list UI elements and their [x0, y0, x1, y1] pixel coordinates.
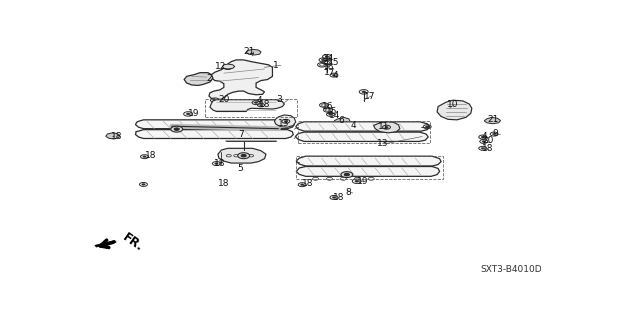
Polygon shape: [335, 117, 350, 125]
Polygon shape: [136, 120, 294, 129]
Text: 3: 3: [276, 95, 282, 104]
Polygon shape: [296, 122, 429, 131]
Circle shape: [329, 114, 332, 115]
Text: 13: 13: [278, 119, 290, 128]
Text: 15: 15: [326, 107, 337, 116]
Text: 16: 16: [323, 63, 335, 72]
Bar: [205, 99, 297, 117]
Text: 14: 14: [329, 111, 340, 120]
Polygon shape: [484, 117, 500, 124]
Text: 8: 8: [346, 188, 351, 197]
Text: 11: 11: [378, 122, 389, 131]
Text: 18: 18: [259, 100, 270, 109]
Polygon shape: [437, 100, 472, 120]
Text: 13: 13: [376, 139, 388, 148]
Polygon shape: [184, 73, 213, 85]
Text: 4: 4: [256, 96, 262, 105]
Text: FR.: FR.: [120, 231, 145, 254]
Text: 4: 4: [333, 70, 339, 80]
Circle shape: [481, 136, 484, 138]
Text: 9: 9: [493, 129, 499, 138]
Polygon shape: [95, 241, 116, 247]
Text: 18: 18: [218, 179, 229, 188]
Text: 16: 16: [322, 102, 333, 111]
Polygon shape: [275, 115, 296, 127]
Circle shape: [215, 163, 218, 164]
Text: 15: 15: [328, 58, 339, 67]
Text: 5: 5: [237, 164, 243, 173]
Text: 7: 7: [237, 130, 243, 138]
Text: 4: 4: [350, 121, 356, 130]
Polygon shape: [222, 64, 235, 69]
Bar: [296, 156, 443, 179]
Text: 19: 19: [188, 109, 200, 118]
Polygon shape: [296, 156, 441, 166]
Text: 18: 18: [111, 131, 122, 141]
Text: 6: 6: [338, 116, 344, 125]
Polygon shape: [106, 133, 120, 139]
Circle shape: [426, 126, 429, 128]
Circle shape: [355, 180, 358, 182]
Text: 12: 12: [215, 62, 227, 71]
Circle shape: [332, 197, 335, 198]
Text: 10: 10: [447, 100, 458, 109]
Text: 20: 20: [218, 95, 229, 104]
Text: 21: 21: [244, 47, 255, 56]
Polygon shape: [136, 130, 293, 138]
Circle shape: [226, 66, 230, 68]
Circle shape: [350, 125, 353, 126]
Polygon shape: [295, 132, 428, 141]
Polygon shape: [246, 49, 261, 55]
Bar: [298, 121, 429, 144]
Circle shape: [482, 141, 485, 142]
Polygon shape: [296, 167, 440, 176]
Circle shape: [362, 91, 365, 93]
Polygon shape: [374, 122, 400, 133]
Circle shape: [332, 74, 335, 76]
Circle shape: [344, 174, 349, 176]
Text: 18: 18: [333, 193, 344, 202]
Text: 19: 19: [356, 177, 368, 186]
Text: 14: 14: [323, 54, 335, 63]
Text: 18: 18: [145, 151, 156, 160]
Circle shape: [237, 153, 250, 159]
Text: 2: 2: [207, 74, 212, 83]
Text: 4: 4: [482, 131, 488, 141]
Circle shape: [174, 128, 179, 130]
Text: 20: 20: [483, 137, 494, 145]
Text: 18: 18: [214, 159, 225, 168]
Circle shape: [260, 104, 262, 106]
Text: 17: 17: [364, 92, 375, 100]
Circle shape: [213, 99, 217, 101]
Text: 17: 17: [324, 68, 335, 77]
Polygon shape: [210, 100, 284, 111]
Polygon shape: [209, 60, 273, 100]
Circle shape: [493, 133, 496, 135]
Circle shape: [142, 184, 145, 185]
Circle shape: [241, 154, 246, 157]
Circle shape: [284, 121, 287, 122]
Text: 1: 1: [273, 61, 279, 70]
Circle shape: [171, 126, 182, 132]
Circle shape: [255, 102, 258, 103]
Text: 21: 21: [488, 115, 499, 124]
Circle shape: [385, 126, 388, 128]
Circle shape: [143, 156, 146, 158]
Polygon shape: [218, 148, 266, 163]
Circle shape: [186, 113, 190, 115]
Circle shape: [301, 184, 304, 186]
Circle shape: [325, 56, 329, 58]
Text: 18: 18: [482, 144, 493, 153]
Circle shape: [341, 172, 353, 178]
Text: 18: 18: [302, 179, 314, 188]
Text: SXT3-B4010D: SXT3-B4010D: [481, 265, 542, 274]
Circle shape: [481, 147, 484, 149]
Circle shape: [321, 59, 324, 61]
